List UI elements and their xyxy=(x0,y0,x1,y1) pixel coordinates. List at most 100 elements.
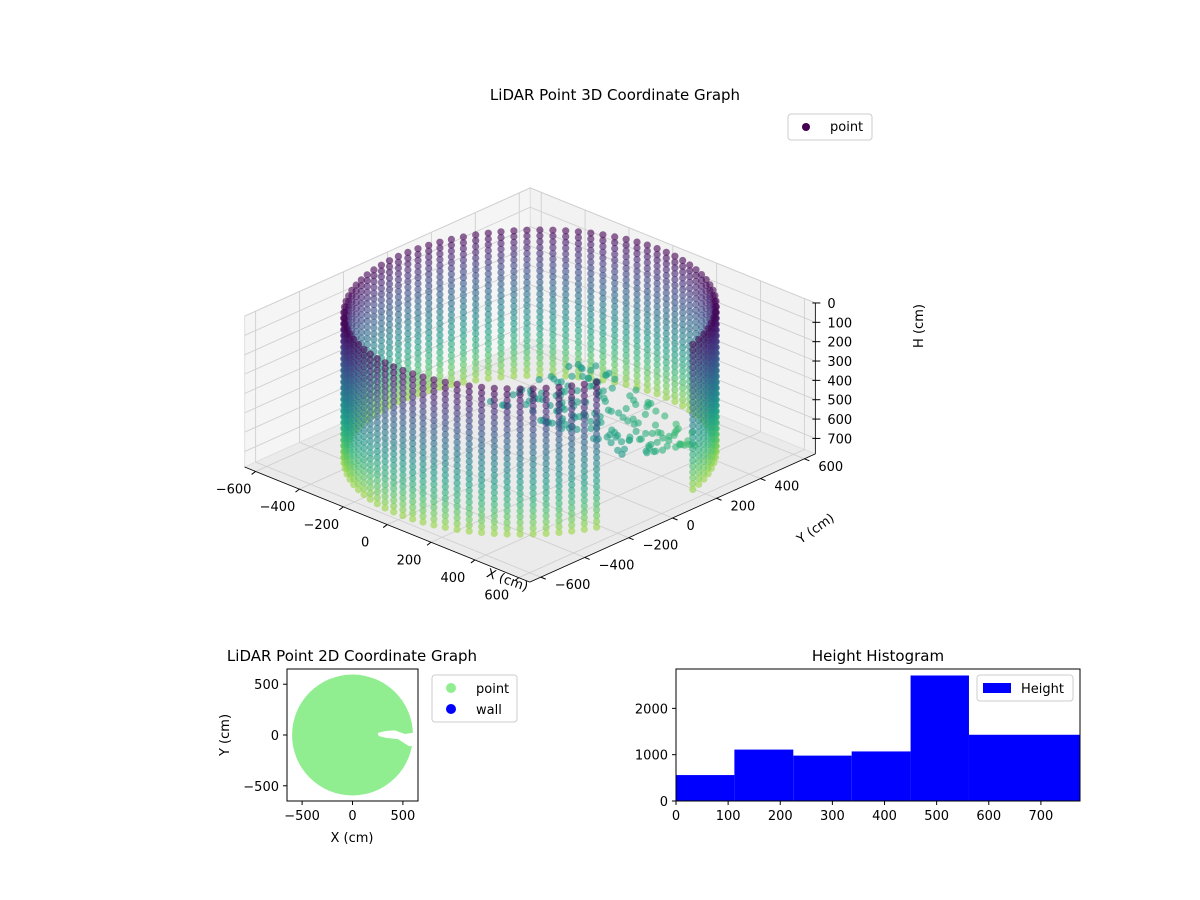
point-3d xyxy=(354,439,363,447)
point-3d xyxy=(465,475,473,483)
point-3d xyxy=(377,308,385,316)
point-3d xyxy=(695,335,703,343)
point-3d xyxy=(643,357,651,365)
point-3d xyxy=(404,341,412,349)
point-3d xyxy=(516,402,524,410)
point-3d xyxy=(510,285,518,293)
point-3d xyxy=(695,353,703,361)
point-3d xyxy=(373,418,381,426)
point-3d xyxy=(373,488,381,496)
point-3d xyxy=(643,375,651,383)
point-3d xyxy=(447,340,455,348)
point-3d xyxy=(497,309,505,317)
point-3d xyxy=(633,372,641,380)
point-3d xyxy=(542,512,550,520)
point-3d xyxy=(425,311,433,319)
point-3d xyxy=(390,392,398,400)
point-3d xyxy=(602,371,610,379)
point-3d xyxy=(643,282,651,290)
point-3d xyxy=(484,281,492,289)
point-3d xyxy=(373,384,381,392)
point-3d xyxy=(366,466,374,474)
point-3d xyxy=(568,504,576,512)
point-3d xyxy=(568,428,576,436)
point-3d xyxy=(490,390,498,398)
point-3d xyxy=(390,502,398,510)
point-3d xyxy=(484,270,492,278)
point-3d xyxy=(497,292,505,300)
point-3d xyxy=(484,334,492,342)
point-3d xyxy=(611,337,619,345)
point-3d xyxy=(354,457,363,465)
point-3d xyxy=(430,509,438,517)
point-3d xyxy=(510,337,518,345)
point-3d xyxy=(459,245,467,253)
point-3d xyxy=(484,310,492,318)
point-3d xyxy=(503,391,511,399)
point-3d xyxy=(510,343,518,351)
point-3d xyxy=(409,492,417,500)
point-3d xyxy=(390,386,398,394)
point-3d xyxy=(555,488,563,496)
point-3d xyxy=(490,431,498,439)
point-3d xyxy=(370,289,378,297)
point-3d xyxy=(679,309,687,317)
point-3d xyxy=(436,343,444,351)
point-3d xyxy=(662,289,670,297)
point-3d xyxy=(390,363,398,371)
point-3d xyxy=(695,463,703,471)
point-3d xyxy=(611,250,619,258)
point-3d xyxy=(394,258,402,266)
point-3d xyxy=(695,405,703,413)
point-3d xyxy=(441,471,449,479)
point-3d xyxy=(453,392,461,400)
point-3d xyxy=(671,322,679,330)
point-3d xyxy=(568,515,576,524)
point-3d xyxy=(430,492,438,500)
point-3d xyxy=(348,286,356,294)
point-3d xyxy=(662,329,670,338)
point-3d xyxy=(584,374,593,382)
point-3d xyxy=(536,319,544,327)
point-3d xyxy=(354,428,363,436)
point-3d xyxy=(381,382,389,390)
point-3d xyxy=(360,403,368,411)
point-3d xyxy=(510,308,518,316)
point-3d xyxy=(523,261,531,269)
title-hist: Height Histogram xyxy=(812,647,944,665)
point-3d xyxy=(599,254,607,262)
point-3d xyxy=(536,313,544,321)
point-3d xyxy=(414,274,422,282)
point-3d xyxy=(662,393,670,401)
point-3d xyxy=(354,381,363,389)
point-3d xyxy=(390,438,398,446)
point-3d xyxy=(381,399,389,408)
point-3d xyxy=(381,365,389,373)
point-3d xyxy=(425,241,433,249)
point-3d xyxy=(542,489,550,497)
xtick-label-3d: −600 xyxy=(216,482,252,497)
point-3d xyxy=(441,500,449,508)
point-3d xyxy=(671,386,679,394)
point-3d xyxy=(381,486,389,495)
point-3d xyxy=(549,284,557,292)
point-3d xyxy=(580,444,588,452)
point-3d xyxy=(593,459,601,467)
point-3d xyxy=(599,347,607,355)
point-3d xyxy=(671,392,679,400)
legend-hist-box xyxy=(976,674,1074,702)
point-3d xyxy=(478,517,486,525)
point-3d xyxy=(366,362,374,370)
point-3d xyxy=(381,492,389,500)
point-3d xyxy=(679,256,687,265)
point-3d xyxy=(689,346,697,354)
point-3d xyxy=(516,466,524,474)
point-3d xyxy=(593,494,601,502)
point-3d xyxy=(516,513,524,521)
gridline-y xyxy=(255,311,541,578)
point-3d xyxy=(523,313,531,321)
point-3d xyxy=(363,300,371,308)
point-3d xyxy=(622,235,630,243)
point-3d xyxy=(562,349,570,357)
point-3d xyxy=(459,314,467,322)
